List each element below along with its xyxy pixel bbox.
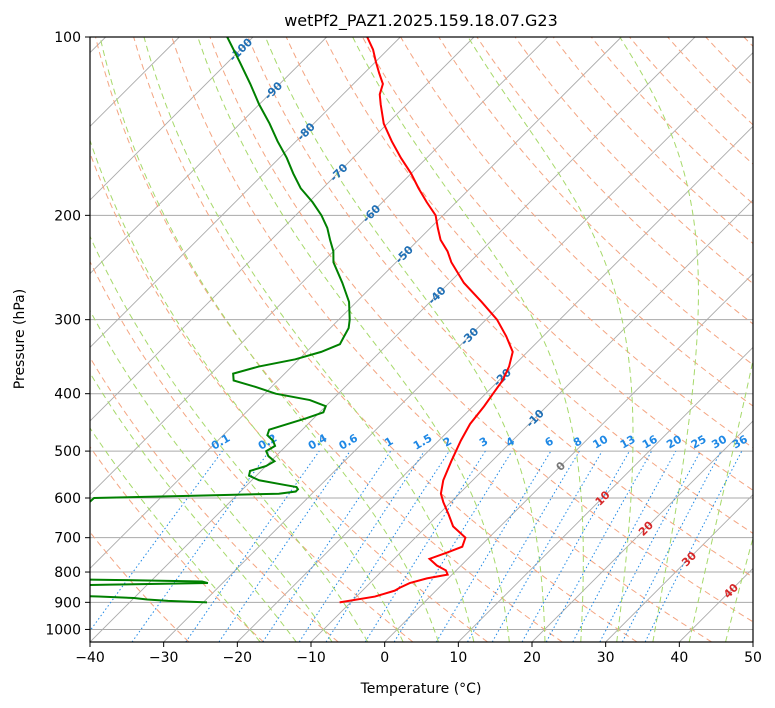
x-axis: −40 −30 −20 −10 0 10 20 30 40 50 — [75, 642, 762, 666]
dry-adiabat-line — [133, 37, 638, 642]
y-tick-label: 1000 — [45, 622, 81, 638]
dewpoint-profile-line — [90, 37, 351, 604]
y-axis-title: Pressure (hPa) — [12, 289, 28, 389]
dry-adiabat-line — [90, 260, 414, 642]
moist-adiabat-line — [688, 357, 753, 642]
x-tick-label: −10 — [296, 650, 326, 666]
isotherm-line — [90, 37, 696, 642]
x-axis-title: Temperature (°C) — [360, 681, 482, 697]
moist-adiabat-line — [264, 37, 546, 642]
plot-frame — [89, 36, 754, 643]
mixing-ratio-line — [393, 450, 513, 642]
mixing-ratio-line — [131, 450, 270, 642]
dry-adiabat-line — [476, 37, 753, 325]
moist-adiabat-line — [143, 37, 475, 642]
dry-adiabat-line — [90, 445, 264, 642]
moist-adiabat-line — [90, 235, 369, 642]
isotherm-line — [90, 37, 254, 201]
moist-adiabat-line — [197, 37, 510, 642]
temperature-profile-line — [339, 37, 514, 604]
moist-adiabat-line — [352, 37, 584, 642]
mixing-ratio-line — [298, 450, 425, 642]
moist-adiabat-line — [619, 37, 699, 642]
moist-adiabat-line — [90, 138, 404, 642]
mixing-ratio-line — [262, 450, 392, 642]
y-tick-label: 900 — [54, 595, 81, 611]
moist-adiabat-line — [99, 37, 439, 642]
x-tick-label: 10 — [449, 650, 467, 666]
dry-adiabat-line — [285, 37, 753, 534]
isotherm-line — [163, 52, 753, 642]
dry-adiabat-line — [209, 37, 753, 623]
moist-adiabat-line — [90, 309, 333, 642]
moist-adiabat-line — [725, 536, 753, 642]
mixing-ratio-line — [90, 450, 223, 632]
chart-title: wetPf2_PAZ1.2025.159.18.07.G23 — [284, 11, 558, 31]
x-tick-label: −30 — [149, 650, 179, 666]
dry-adiabat-line — [171, 37, 713, 642]
dry-adiabat-line — [514, 37, 753, 285]
isotherm-line — [458, 346, 753, 642]
mixing-ratio-line — [521, 450, 630, 642]
isotherm-line — [384, 273, 753, 642]
dry-adiabat-line — [95, 37, 563, 642]
mixing-ratio-line — [185, 450, 320, 642]
x-tick-label: 40 — [670, 650, 688, 666]
x-tick-label: 50 — [744, 650, 762, 666]
isotherm-line — [90, 37, 475, 422]
x-tick-label: −40 — [75, 650, 105, 666]
moist-adiabat-line — [90, 372, 297, 642]
dry-adiabat-line — [323, 37, 753, 491]
mixing-ratio-line — [644, 450, 743, 642]
dry-adiabat-line — [90, 356, 339, 642]
y-tick-label: 700 — [54, 531, 81, 547]
isotherm-line — [237, 125, 753, 642]
isotherm-line — [605, 494, 753, 642]
plot-area: 0.1 0.2 0.4 0.6 1 1.5 2 3 4 6 8 10 13 16 20 25 30 36-100-… — [90, 37, 753, 642]
isotherm-line — [90, 37, 401, 348]
isotherm-line — [90, 37, 327, 275]
x-tick-label: 20 — [523, 650, 541, 666]
dry-adiabat-line — [247, 37, 753, 578]
mixing-ratio-line — [545, 450, 653, 642]
y-tick-label: 200 — [54, 208, 81, 224]
y-tick-label: 600 — [54, 491, 81, 507]
mixing-ratio-line — [218, 450, 351, 642]
mixing-ratio-labels: 0.1 0.2 0.4 0.6 1 1.5 2 3 4 6 8 10 13 16 20 25 30 36 — [209, 431, 750, 452]
x-tick-label: 30 — [597, 650, 615, 666]
y-axis: 100 200 300 400 500 600 700 800 900 1000 — [45, 30, 90, 638]
x-tick-label: −20 — [223, 650, 253, 666]
y-tick-label: 400 — [54, 387, 81, 403]
moist-adiabat-line — [90, 427, 261, 642]
y-tick-label: 300 — [54, 313, 81, 329]
mixing-ratio-line — [572, 450, 677, 642]
mixing-ratio-line — [325, 450, 450, 642]
y-tick-label: 500 — [54, 444, 81, 460]
y-tick-label: 100 — [54, 30, 81, 46]
x-tick-label: 0 — [380, 650, 389, 666]
isotherm-line — [90, 37, 548, 496]
isotherm-line — [531, 420, 753, 642]
y-tick-label: 800 — [54, 565, 81, 581]
isotherm-line — [90, 37, 622, 569]
